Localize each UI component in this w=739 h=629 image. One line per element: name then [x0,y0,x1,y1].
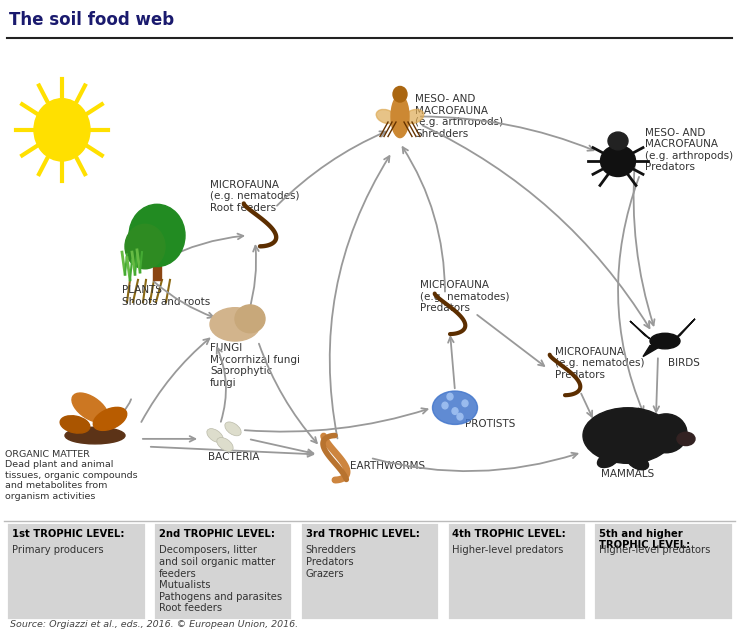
Polygon shape [643,345,660,357]
Text: Shredders
Predators
Grazers: Shredders Predators Grazers [305,545,356,579]
Circle shape [457,413,463,420]
Text: MAMMALS: MAMMALS [602,469,655,479]
Text: PROTISTS: PROTISTS [465,419,515,429]
Ellipse shape [210,308,260,341]
Ellipse shape [65,427,125,444]
Text: Primary producers: Primary producers [12,545,103,555]
Ellipse shape [650,333,680,349]
Circle shape [462,400,468,406]
Text: BIRDS: BIRDS [668,358,700,368]
Ellipse shape [235,305,265,333]
Circle shape [442,402,448,409]
FancyBboxPatch shape [446,522,586,620]
Text: 5th and higher
TROPHIC LEVEL:: 5th and higher TROPHIC LEVEL: [599,529,690,550]
FancyBboxPatch shape [593,522,733,620]
Polygon shape [675,319,695,339]
Ellipse shape [393,86,407,102]
Bar [153,247,161,280]
Circle shape [447,393,453,400]
Text: MESO- AND
MACROFAUNA
(e.g. arthropods)
Predators: MESO- AND MACROFAUNA (e.g. arthropods) P… [645,128,733,172]
Ellipse shape [225,422,241,436]
Circle shape [34,99,90,161]
Text: Higher-level predators: Higher-level predators [452,545,564,555]
Ellipse shape [376,109,396,123]
Text: Source: Orgiazzi et al., eds., 2016. © European Union, 2016.: Source: Orgiazzi et al., eds., 2016. © E… [10,620,298,629]
Circle shape [129,204,185,267]
Text: MICROFAUNA
(e.g. nematodes)
Root feeders: MICROFAUNA (e.g. nematodes) Root feeders [210,180,299,213]
Ellipse shape [583,408,673,464]
Ellipse shape [404,109,423,123]
Text: 1st TROPHIC LEVEL:: 1st TROPHIC LEVEL: [12,529,124,539]
Ellipse shape [93,408,126,430]
Text: BACTERIA: BACTERIA [208,452,259,462]
FancyBboxPatch shape [153,522,293,620]
Text: The soil food web: The soil food web [9,11,174,30]
Ellipse shape [608,132,628,150]
Circle shape [125,225,165,269]
Text: FUNGI
Mycorrhizal fungi
Saprophytic
fungi: FUNGI Mycorrhizal fungi Saprophytic fung… [210,343,300,388]
Text: PLANTS
Shoots and roots: PLANTS Shoots and roots [122,286,211,307]
Text: Higher-level predators: Higher-level predators [599,545,711,555]
Text: 4th TROPHIC LEVEL:: 4th TROPHIC LEVEL: [452,529,566,539]
Text: 2nd TROPHIC LEVEL:: 2nd TROPHIC LEVEL: [159,529,275,539]
Ellipse shape [72,393,108,423]
Ellipse shape [391,96,409,138]
FancyBboxPatch shape [300,522,439,620]
Ellipse shape [207,428,223,442]
Ellipse shape [597,452,619,467]
Ellipse shape [217,438,234,452]
Text: ORGANIC MATTER
Dead plant and animal
tissues, organic compounds
and metabolites : ORGANIC MATTER Dead plant and animal tis… [5,450,137,501]
Circle shape [452,408,458,415]
Ellipse shape [432,391,477,425]
Text: 3rd TROPHIC LEVEL:: 3rd TROPHIC LEVEL: [305,529,420,539]
Polygon shape [630,321,650,339]
Ellipse shape [627,455,649,470]
Text: EARTHWORMS: EARTHWORMS [350,461,425,471]
FancyBboxPatch shape [6,522,146,620]
Ellipse shape [677,432,695,445]
Ellipse shape [601,145,636,177]
Text: MICROFAUNA
(e.g. nematodes)
Predators: MICROFAUNA (e.g. nematodes) Predators [555,347,644,380]
Text: MESO- AND
MACROFAUNA
(e.g. arthropods)
Shredders: MESO- AND MACROFAUNA (e.g. arthropods) S… [415,94,503,139]
Ellipse shape [645,414,687,453]
Text: MICROFAUNA
(e.g. nematodes)
Predators: MICROFAUNA (e.g. nematodes) Predators [420,280,509,313]
Ellipse shape [60,416,90,433]
Text: Decomposers, litter
and soil organic matter
feeders
Mutualists
Pathogens and par: Decomposers, litter and soil organic mat… [159,545,282,613]
